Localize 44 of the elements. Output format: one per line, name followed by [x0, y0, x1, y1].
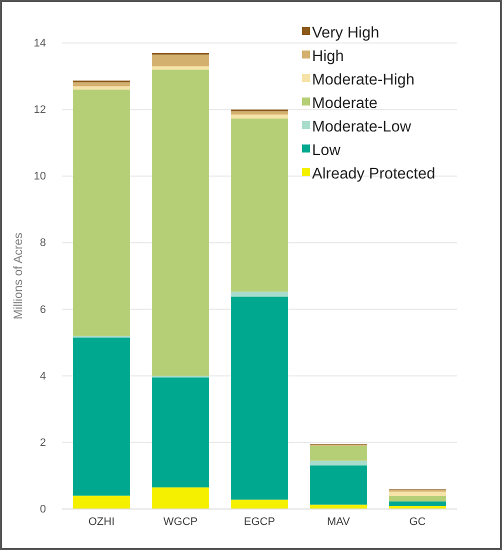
- bar: [310, 465, 367, 505]
- bar: [389, 492, 446, 496]
- bar: [389, 496, 446, 502]
- x-tick-label: WGCP: [163, 516, 198, 528]
- bar: [231, 292, 288, 297]
- bar: [389, 501, 446, 506]
- legend-label: Moderate-Low: [312, 118, 412, 136]
- bar: [310, 504, 367, 509]
- y-tick-label: 14: [34, 38, 46, 50]
- bar: [310, 460, 367, 466]
- y-tick-label: 8: [40, 237, 46, 250]
- y-tick-label: 12: [34, 104, 46, 116]
- y-axis-title: Millions of Acres: [11, 232, 25, 320]
- legend-label: Low: [312, 142, 342, 159]
- y-tick-label: 2: [40, 436, 46, 449]
- bar: [73, 82, 130, 86]
- bar: [231, 118, 288, 292]
- y-tick-label: 4: [40, 370, 46, 382]
- bar: [231, 114, 288, 119]
- legend-label: Already Protected: [312, 165, 436, 182]
- x-tick-label: MAV: [326, 516, 351, 528]
- x-tick-label: EGCP: [244, 516, 276, 528]
- bar: [73, 338, 130, 496]
- bar: [73, 86, 130, 90]
- y-tick-label: 0: [40, 504, 46, 516]
- legend-label: Moderate-High: [312, 71, 415, 88]
- legend-label: High: [312, 48, 344, 65]
- x-tick-label: OZHI: [88, 516, 115, 528]
- legend-label: Moderate: [312, 94, 378, 112]
- bar: [152, 70, 209, 376]
- x-tick-label: GC: [409, 516, 426, 528]
- y-tick-label: 10: [34, 170, 46, 183]
- bar: [231, 111, 288, 115]
- bar: [152, 378, 209, 488]
- bar: [231, 296, 288, 500]
- bar: [152, 66, 209, 70]
- bar: [152, 54, 209, 66]
- y-tick-label: 6: [40, 304, 46, 316]
- bar: [73, 90, 130, 336]
- legend-label: Very High: [312, 24, 380, 42]
- bar: [152, 487, 209, 509]
- bar: [73, 496, 130, 509]
- bar: [310, 446, 367, 461]
- bar: [231, 500, 288, 509]
